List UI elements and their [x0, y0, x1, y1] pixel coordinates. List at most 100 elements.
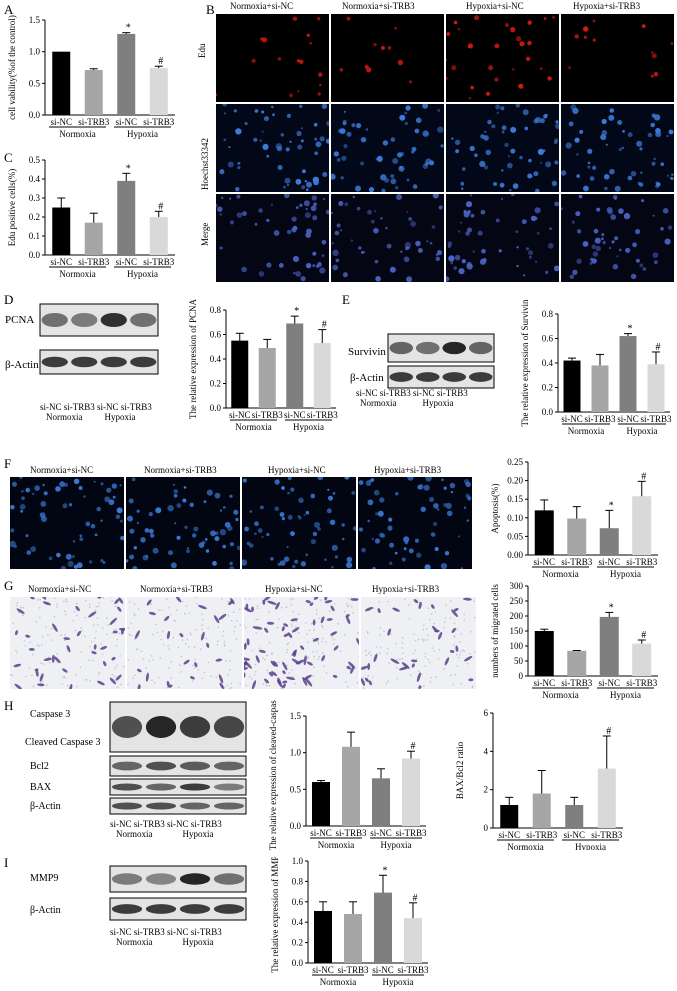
blot-band — [130, 356, 157, 368]
blot-strip — [109, 897, 247, 921]
y-tick-label: 1.5 — [29, 15, 41, 25]
blot-band — [130, 312, 157, 328]
bar — [149, 217, 168, 255]
transwell-image — [127, 597, 242, 689]
blot-d-groups: si-NC si-TRB3 si-NC si-TRB3 Normoxia Hypo… — [40, 402, 160, 422]
microscopy-image — [331, 194, 444, 282]
y-tick-label: 0.6 — [542, 334, 554, 344]
western-blot-e — [348, 330, 498, 410]
bar — [149, 68, 168, 115]
x-tick-label: si-TRB3 — [626, 557, 658, 567]
microscopy-image — [561, 14, 674, 102]
microscopy-image — [561, 104, 674, 192]
y-tick-label: 0 — [519, 671, 524, 681]
x-tick-label: si-NC — [563, 830, 585, 840]
bar — [500, 805, 519, 828]
panel-label-f: F — [4, 456, 12, 471]
significance-mark: * — [126, 23, 131, 34]
blot-label-pcna: PCNA — [5, 314, 35, 326]
y-tick-label: 0.8 — [542, 309, 554, 319]
bar — [52, 51, 71, 115]
blot-svg — [109, 701, 247, 815]
chart-i: 0.0 0.2 0.4 0.6 0.8 1.0 The relative expressio… — [270, 857, 429, 987]
grp: si-TRB3 — [133, 819, 165, 829]
blot-strip — [109, 778, 247, 796]
significance-mark: # — [606, 726, 611, 737]
y-tick-label: 0.20 — [507, 476, 523, 486]
condition-label: Normoxia — [320, 977, 357, 987]
y-tick-label: 0.0 — [292, 958, 304, 968]
significance-mark: # — [158, 56, 163, 67]
b-title-3: Hypoxia+si-NC — [466, 1, 524, 11]
y-tick-label: 0.0 — [290, 821, 302, 831]
y-tick-label: 0.5 — [29, 155, 41, 165]
bar — [231, 340, 249, 408]
chart-h-bax-bcl2: 0 2 4 6 BAX/Bcl2 ratio si-NC si-TRB3 si-NC # si-T… — [455, 708, 623, 850]
condition-label: Normoxia — [507, 842, 544, 850]
grp: si-NC — [97, 402, 119, 412]
bar — [534, 631, 554, 676]
grp: si-TRB3 — [133, 927, 165, 937]
b-title-2: Normoxia+si-TRB3 — [342, 1, 415, 11]
condition-label: Normoxia — [318, 840, 355, 850]
x-tick-label: si-TRB3 — [78, 117, 110, 127]
blot-band — [71, 312, 98, 328]
y-axis-label: The relative expression of PCNA — [188, 299, 198, 419]
b-title-1: Normoxia+si-NC — [230, 1, 294, 11]
panel-label-h: H — [4, 698, 14, 713]
blot-band — [41, 356, 68, 368]
y-tick-label: 0.4 — [292, 917, 304, 927]
y-tick-label: 0.6 — [210, 330, 222, 340]
microscopy-image — [358, 477, 472, 569]
g-title-4: Hypoxia+si-TRB3 — [372, 584, 440, 594]
bar — [258, 347, 276, 408]
microscopy-image — [216, 14, 329, 102]
condition-label: Hypoxia — [127, 269, 158, 279]
x-tick-label: si-NC — [370, 828, 392, 838]
f-title-2: Normoxia+si-TRB3 — [144, 465, 217, 475]
blot-band — [179, 904, 211, 914]
blot-band — [111, 904, 143, 914]
y-tick-label: 4 — [484, 746, 489, 756]
g-title-3: Hypoxia+si-NC — [265, 584, 323, 594]
x-tick-label: si-NC — [312, 965, 334, 975]
y-tick-label: 0.2 — [29, 212, 40, 222]
bar — [619, 336, 637, 412]
microscopy-image — [446, 104, 559, 192]
blot-band — [179, 761, 211, 771]
row-label-merge: Merge — [200, 222, 210, 246]
bar — [567, 518, 587, 555]
blot-strip — [387, 365, 495, 389]
y-axis-label: The relative expression of cleaved-caspa… — [268, 700, 278, 850]
blot-band — [145, 873, 177, 885]
chart-c: 0.0 0.1 0.2 0.3 0.4 0.5 Edu positive cells(%) s… — [7, 155, 175, 279]
blot-band — [145, 783, 177, 791]
western-blot-i — [20, 862, 250, 932]
western-blot-d — [10, 300, 160, 400]
blot-band — [41, 312, 68, 328]
x-tick-label: si-TRB3 — [143, 117, 175, 127]
blot-band — [213, 783, 245, 791]
y-tick-label: 0.5 — [290, 784, 302, 794]
row-label-hoechst: Hoechst33342 — [200, 138, 210, 190]
y-tick-label: 300 — [510, 581, 524, 591]
panel-label-a: A — [4, 2, 14, 17]
y-tick-label: 0.4 — [210, 354, 222, 364]
panel-label-e: E — [342, 292, 350, 307]
western-blot-h — [20, 700, 250, 845]
significance-mark: # — [411, 741, 416, 752]
significance-mark: # — [322, 320, 327, 331]
bar — [117, 33, 136, 115]
g-title-2: Normoxia+si-TRB3 — [140, 584, 213, 594]
bar — [597, 768, 616, 828]
panel-label-i: I — [4, 855, 9, 870]
y-axis-label: numbers of migrated cells — [490, 584, 500, 678]
blot-band — [389, 372, 414, 382]
f-title-4: Hypoxia+si-TRB3 — [374, 465, 442, 475]
blot-svg — [387, 333, 495, 389]
blot-band — [213, 802, 245, 810]
y-axis-label: The relative expression of Survivin — [520, 299, 530, 426]
x-tick-label: si-TRB3 — [397, 965, 429, 975]
grp: si-NC — [110, 927, 132, 937]
grp: si-TRB3 — [63, 402, 95, 412]
